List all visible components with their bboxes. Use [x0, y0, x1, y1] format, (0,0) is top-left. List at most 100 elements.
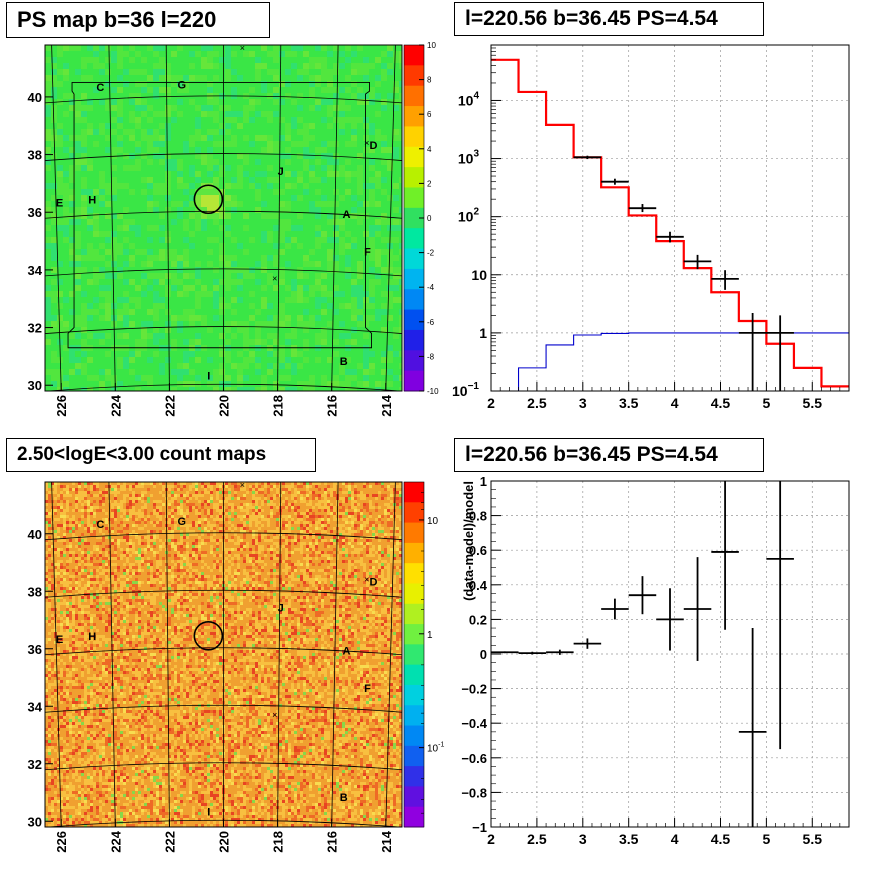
map-pixel: [195, 285, 201, 291]
map-pixel: [153, 237, 159, 243]
map-pixel: [243, 333, 249, 339]
map-pixel: [357, 141, 363, 147]
map-pixel: [261, 165, 267, 171]
map-pixel: [177, 243, 183, 249]
map-pixel: [279, 195, 285, 201]
map-pixel: [57, 45, 63, 51]
map-pixel: [105, 303, 111, 309]
map-pixel: [393, 309, 399, 315]
map-pixel: [201, 195, 207, 201]
map-pixel: [351, 87, 357, 93]
map-pixel: [51, 45, 57, 51]
map-pixel: [321, 243, 327, 249]
map-pixel: [183, 381, 189, 387]
map-pixel: [195, 303, 201, 309]
map-pixel: [111, 123, 117, 129]
map-pixel: [279, 315, 285, 321]
map-pixel: [99, 105, 105, 111]
map-pixel: [369, 321, 375, 327]
map-pixel: [177, 141, 183, 147]
map-pixel: [183, 512, 186, 515]
map-pixel: [111, 159, 117, 165]
map-pixel: [303, 339, 309, 345]
map-pixel: [90, 491, 93, 494]
map-pixel: [129, 75, 135, 81]
map-pixel: [45, 225, 51, 231]
map-pixel: [261, 123, 267, 129]
map-pixel: [399, 87, 402, 93]
map-pixel: [387, 512, 390, 515]
map-pixel: [285, 249, 291, 255]
map-pixel: [369, 183, 375, 189]
map-pixel: [159, 315, 165, 321]
map-pixel: [357, 494, 360, 497]
map-pixel: [45, 309, 51, 315]
map-pixel: [312, 512, 315, 515]
map-pixel: [180, 515, 183, 518]
map-pixel: [333, 219, 339, 225]
map-pixel: [267, 177, 273, 183]
map-pixel: [297, 485, 300, 488]
map-pixel: [234, 482, 237, 485]
map-pixel: [255, 135, 261, 141]
map-pixel: [345, 497, 348, 500]
map-pixel: [51, 195, 57, 201]
map-pixel: [159, 51, 165, 57]
map-pixel: [189, 255, 195, 261]
map-pixel: [60, 485, 63, 488]
map-pixel: [45, 485, 48, 488]
map-pixel: [147, 506, 150, 509]
colorbar-band: [404, 370, 424, 392]
map-pixel: [273, 201, 279, 207]
map-pixel: [267, 255, 273, 261]
map-pixel: [141, 201, 147, 207]
map-pixel: [138, 488, 141, 491]
map-pixel: [378, 494, 381, 497]
map-pixel: [333, 117, 339, 123]
map-pixel: [249, 117, 255, 123]
map-pixel: [75, 327, 81, 333]
map-pixel: [105, 87, 111, 93]
map-pixel: [246, 512, 249, 515]
map-pixel: [183, 81, 189, 87]
map-pixel: [219, 225, 225, 231]
map-pixel: [69, 147, 75, 153]
map-pixel: [132, 497, 135, 500]
map-pixel: [207, 363, 213, 369]
map-pixel: [81, 363, 87, 369]
map-pixel: [123, 315, 129, 321]
map-pixel: [375, 165, 381, 171]
map-pixel: [123, 75, 129, 81]
map-pixel: [345, 381, 351, 387]
map-pixel: [243, 485, 246, 488]
map-pixel: [261, 506, 264, 509]
map-pixel: [393, 111, 399, 117]
map-pixel: [249, 351, 255, 357]
map-pixel: [345, 506, 348, 509]
map-pixel: [225, 482, 228, 485]
map-pixel: [189, 494, 192, 497]
map-pixel: [48, 506, 51, 509]
map-pixel: [363, 357, 369, 363]
map-pixel: [117, 213, 123, 219]
map-pixel: [144, 491, 147, 494]
map-pixel: [207, 509, 210, 512]
map-pixel: [51, 57, 57, 63]
map-pixel: [393, 117, 399, 123]
map-pixel: [57, 57, 63, 63]
map-pixel: [105, 485, 108, 488]
map-pixel: [354, 500, 357, 503]
map-pixel: [48, 515, 51, 518]
map-pixel: [156, 515, 159, 518]
map-pixel: [231, 153, 237, 159]
map-pixel: [45, 279, 51, 285]
map-pixel: [126, 494, 129, 497]
map-pixel: [105, 279, 111, 285]
map-pixel: [306, 494, 309, 497]
map-pixel: [369, 177, 375, 183]
map-pixel: [279, 87, 285, 93]
map-pixel: [267, 213, 273, 219]
map-pixel: [201, 243, 207, 249]
map-pixel: [327, 213, 333, 219]
map-pixel: [369, 357, 375, 363]
